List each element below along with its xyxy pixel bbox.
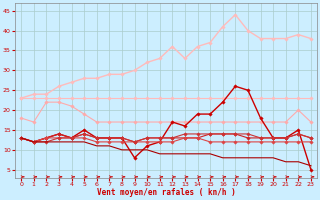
X-axis label: Vent moyen/en rafales ( kn/h ): Vent moyen/en rafales ( kn/h ) bbox=[97, 188, 236, 197]
